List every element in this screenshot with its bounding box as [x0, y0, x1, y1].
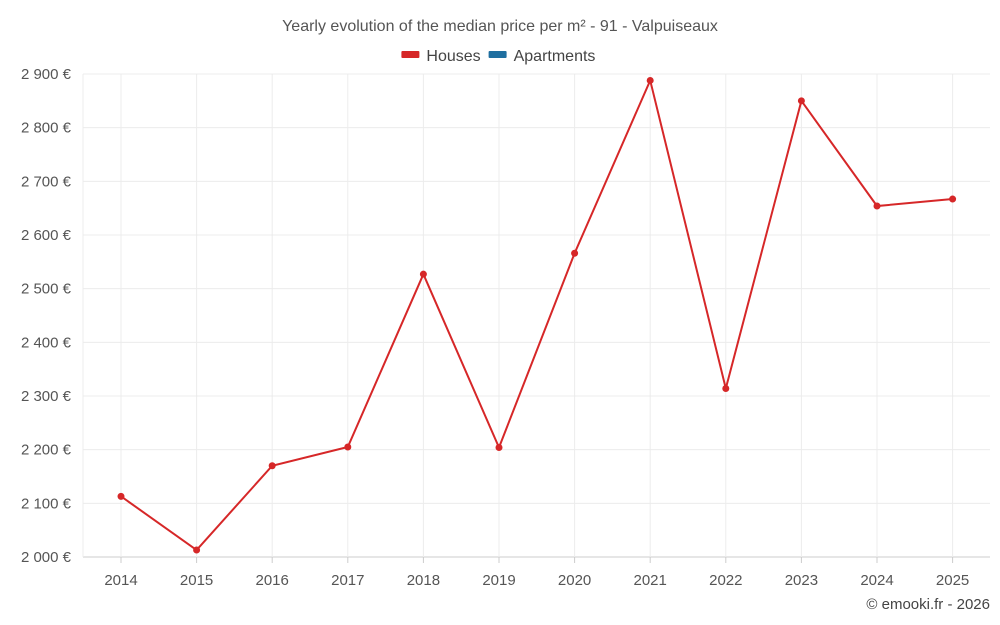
data-point-houses[interactable]	[646, 76, 654, 84]
legend-swatch	[488, 51, 507, 58]
series-group	[117, 76, 957, 554]
y-axis-ticks: 2 000 € 2 100 € 2 200 € 2 300 € 2 400 € 2 500…	[21, 66, 72, 566]
data-point-houses[interactable]	[495, 444, 503, 452]
data-point-houses[interactable]	[571, 249, 579, 257]
data-point-houses[interactable]	[117, 492, 125, 500]
x-tick-label: 2020	[558, 572, 591, 589]
y-tick-label: 2 100 €	[21, 495, 72, 512]
data-point-houses[interactable]	[797, 97, 805, 105]
data-point-houses[interactable]	[949, 195, 957, 203]
x-tick-label: 2023	[785, 572, 818, 589]
legend-item-houses[interactable]: Houses	[401, 48, 481, 65]
chart-title: Yearly evolution of the median price per…	[282, 18, 718, 35]
legend-item-apartments[interactable]: Apartments	[488, 48, 596, 65]
data-point-houses[interactable]	[873, 202, 881, 210]
x-tick-label: 2022	[709, 572, 742, 589]
y-tick-label: 2 900 €	[21, 66, 72, 83]
series-line-houses	[120, 77, 953, 552]
footer-credit: © emooki.fr - 2026	[866, 596, 990, 613]
data-point-houses[interactable]	[419, 270, 427, 278]
y-tick-label: 2 200 €	[21, 442, 72, 459]
x-tick-label: 2016	[256, 572, 289, 589]
x-tick-label: 2017	[331, 572, 364, 589]
x-tick-label: 2021	[634, 572, 667, 589]
y-tick-label: 2 800 €	[21, 120, 72, 137]
y-tick-label: 2 300 €	[21, 388, 72, 405]
x-tick-label: 2019	[482, 572, 515, 589]
y-tick-label: 2 400 €	[21, 334, 72, 351]
chart-legend: Houses Apartments	[401, 48, 595, 65]
x-axis-ticks: 2014 2015 2016 2017 2018 2019 2020 2021 2022 2023…	[104, 557, 969, 589]
legend-label: Houses	[426, 48, 480, 65]
y-tick-label: 2 600 €	[21, 227, 72, 244]
x-tick-label: 2018	[407, 572, 440, 589]
data-point-houses[interactable]	[268, 462, 276, 470]
grid-lines	[82, 73, 990, 558]
x-tick-label: 2015	[180, 572, 213, 589]
x-tick-label: 2025	[936, 572, 969, 589]
data-point-houses[interactable]	[344, 443, 352, 451]
data-point-houses[interactable]	[193, 546, 201, 554]
data-point-houses[interactable]	[722, 384, 730, 392]
y-tick-label: 2 000 €	[21, 549, 72, 566]
legend-label: Apartments	[514, 48, 596, 65]
x-tick-label: 2024	[860, 572, 893, 589]
x-tick-label: 2014	[104, 572, 137, 589]
y-tick-label: 2 700 €	[21, 173, 72, 190]
y-tick-label: 2 500 €	[21, 281, 72, 298]
legend-swatch	[401, 51, 420, 58]
